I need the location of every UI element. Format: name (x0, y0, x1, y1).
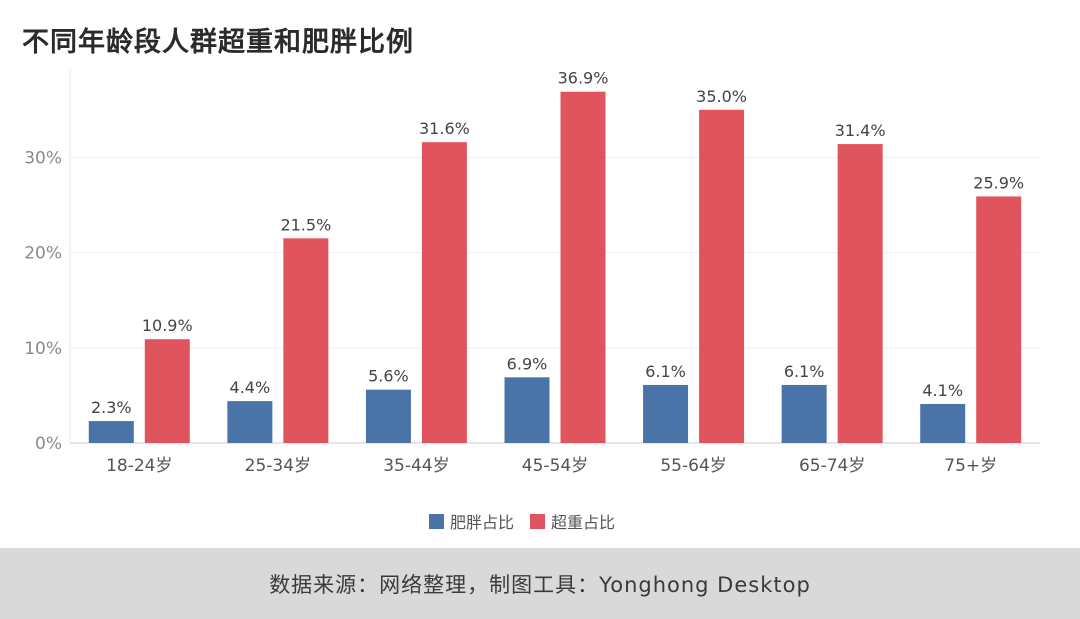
bar-overweight (837, 144, 883, 443)
x-tick-label: 75+岁 (944, 456, 997, 476)
x-tick-label: 18-24岁 (106, 456, 172, 476)
bar-obese (504, 377, 550, 443)
source-text: 数据来源：网络整理，制图工具：Yonghong Desktop (269, 572, 811, 597)
y-tick-label: 0% (35, 434, 62, 454)
data-label: 10.9% (142, 316, 193, 335)
bar-overweight (421, 142, 467, 443)
legend-label: 超重占比 (551, 513, 615, 532)
data-label: 6.1% (784, 362, 825, 381)
grid-lines (70, 156, 1040, 444)
x-tick-label: 45-54岁 (522, 456, 588, 476)
data-label: 6.1% (645, 362, 686, 381)
data-label: 25.9% (973, 173, 1024, 192)
y-tick-label: 30% (24, 148, 62, 168)
data-label: 36.9% (558, 69, 609, 88)
bar-overweight (560, 91, 606, 443)
bar-obese (365, 389, 411, 443)
data-label: 4.4% (230, 378, 271, 397)
bar-obese (781, 384, 827, 443)
bar-overweight (976, 196, 1022, 443)
x-tick-label: 35-44岁 (383, 456, 449, 476)
data-label: 31.6% (419, 119, 470, 138)
bars: 2.3% 10.9% 4.4% 21.5% 5.6% 31.6% 6.9% 36.9% 6.1%… (88, 69, 1024, 444)
legend-swatch (530, 514, 545, 529)
x-tick-label: 65-74岁 (799, 456, 865, 476)
legend: 肥胖占比 超重占比 (429, 513, 615, 532)
data-label: 21.5% (280, 215, 331, 234)
data-label: 2.3% (91, 398, 132, 417)
data-label: 4.1% (922, 381, 963, 400)
bar-obese (227, 401, 273, 443)
legend-swatch (429, 514, 444, 529)
source-footer: 数据来源：网络整理，制图工具：Yonghong Desktop (0, 548, 1080, 619)
bar-overweight (283, 238, 329, 443)
bar-obese (920, 403, 966, 443)
chart-title: 不同年龄段人群超重和肥胖比例 (22, 27, 414, 58)
x-tick-label: 55-64岁 (660, 456, 726, 476)
bar-overweight (699, 109, 745, 444)
data-label: 5.6% (368, 367, 409, 386)
bar-obese (88, 421, 134, 443)
legend-label: 肥胖占比 (450, 513, 514, 532)
y-tick-label: 20% (24, 244, 62, 264)
bar-overweight (144, 339, 190, 443)
bar-chart: 0% 10% 20% 30% 2.3% 10.9% 4.4% 21.5% 5.6% 31.6% 6… (24, 69, 1040, 532)
data-label: 35.0% (696, 87, 747, 106)
data-label: 6.9% (507, 354, 548, 373)
y-axis: 0% 10% 20% 30% (24, 70, 71, 454)
y-tick-label: 10% (24, 339, 62, 359)
x-tick-label: 25-34岁 (245, 456, 311, 476)
bar-obese (643, 384, 689, 443)
data-label: 31.4% (835, 121, 886, 140)
x-axis: 18-24岁 25-34岁 35-44岁 45-54岁 55-64岁 65-74岁 75+岁 (106, 456, 997, 476)
